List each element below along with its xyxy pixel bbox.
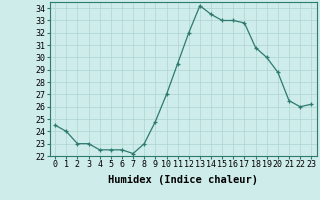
X-axis label: Humidex (Indice chaleur): Humidex (Indice chaleur) — [108, 175, 258, 185]
